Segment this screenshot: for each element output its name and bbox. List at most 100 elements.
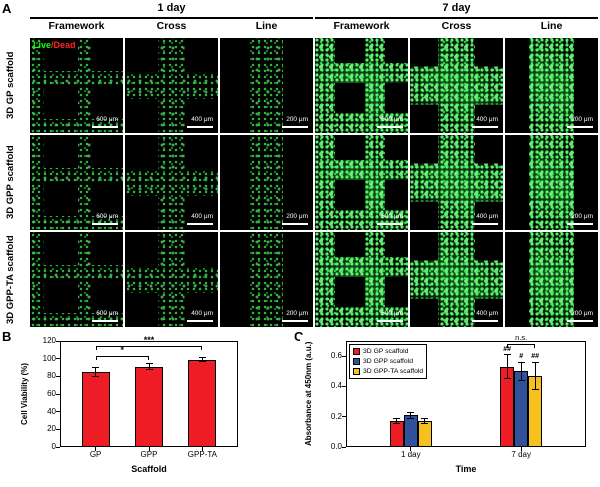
row-label-gpp: 3D GPP scaffold	[5, 145, 16, 220]
micrograph-texture	[410, 135, 503, 230]
micrograph-gpp-day1-framework: 600 μm	[30, 135, 123, 230]
y-tick-label: 0	[51, 442, 56, 451]
scale-bar	[92, 319, 118, 322]
micrograph-texture	[125, 232, 218, 327]
y-tick-label: 100	[42, 353, 56, 363]
bar-3D-GPP-scaffold-7-day	[514, 371, 529, 447]
micrograph-gp-day1-framework: Live/Dead 600 μm	[30, 38, 123, 133]
legend-item-0: 3D GP scaffold	[353, 347, 423, 356]
micrograph-texture	[30, 38, 123, 133]
x-tick-mark	[148, 447, 150, 451]
scale-bar-label: 400 μm	[191, 213, 213, 220]
scale-bar	[92, 222, 118, 225]
column-header-day1-line: Line	[255, 20, 278, 32]
scale-bar-label: 400 μm	[476, 213, 498, 220]
y-tick-label: 0.6	[330, 351, 342, 361]
y-tick-label: 0.0	[330, 442, 342, 451]
micrograph-gpp-ta-day7-framework: 600 μm	[315, 232, 408, 327]
bar-GPP	[135, 366, 163, 447]
micrograph-gpp-day7-framework: 600 μm	[315, 135, 408, 230]
legend-label: 3D GPP-TA scaffold	[363, 368, 424, 375]
scale-bar-label: 200 μm	[571, 310, 593, 317]
micrograph-gpp-day7-line: 200 μm	[505, 135, 598, 230]
column-header-day7-cross: Cross	[441, 20, 472, 32]
micrograph-texture	[315, 135, 408, 230]
micrograph-texture	[315, 232, 408, 327]
bar-3D-GP-scaffold-1-day	[389, 421, 404, 447]
scale-bar	[282, 125, 308, 128]
micrograph-texture	[410, 232, 503, 327]
live-dead-legend: Live/Dead	[33, 40, 76, 50]
micrograph-texture	[220, 232, 313, 327]
error-bar-cap	[421, 418, 429, 420]
error-bar-cap	[92, 375, 100, 377]
y-tick-mark	[342, 446, 346, 448]
error-bar	[95, 367, 97, 377]
significance-0-tick	[148, 356, 149, 361]
bar-GP	[81, 371, 110, 447]
legend-swatch	[353, 358, 360, 365]
scale-bar	[472, 222, 498, 225]
error-bar	[520, 362, 522, 381]
y-tick-mark	[56, 446, 60, 448]
row-label-gp: 3D GP scaffold	[5, 51, 16, 120]
cell-viability-chart: 0 20 40 60 80 100 120 Cell Viability (%) GP GPP GP…	[16, 335, 268, 485]
micrograph-texture	[505, 232, 598, 327]
scale-bar	[92, 125, 118, 128]
micrograph-gp-day7-framework: 600 μm	[315, 38, 408, 133]
y-tick-label: 0.2	[330, 411, 342, 421]
significance-1-line	[95, 346, 203, 348]
scale-bar	[472, 125, 498, 128]
error-bar	[201, 357, 203, 362]
error-bar-cap	[407, 411, 415, 413]
absorbance-chart: 0.0 0.2 0.4 0.6 Absorbance at 450nm (a.u.) 1 …	[300, 333, 598, 485]
error-bar	[506, 354, 508, 379]
x-tick-label-GP: GP	[89, 450, 102, 459]
x-tick-label-GPP-TA: GPP-TA	[187, 450, 217, 459]
panel-b-label: B	[2, 329, 12, 344]
x-axis-label: Time	[455, 464, 477, 474]
scale-bar	[282, 222, 308, 225]
ns-bracket-tick	[534, 344, 536, 349]
x-axis-label: Scaffold	[131, 464, 167, 474]
significance-0-label: *	[120, 345, 125, 356]
error-bar-cap	[393, 418, 401, 420]
y-tick-mark	[56, 375, 60, 377]
x-tick-mark	[410, 447, 412, 451]
scale-bar-label: 400 μm	[476, 310, 498, 317]
error-bar	[396, 418, 398, 424]
scale-bar-label: 600 μm	[381, 116, 403, 123]
micrograph-texture	[410, 38, 503, 133]
scale-bar	[187, 125, 213, 128]
error-bar-cap	[531, 388, 539, 390]
y-tick-mark	[56, 393, 60, 395]
scale-bar-label: 600 μm	[381, 310, 403, 317]
micrograph-gpp-ta-day1-line: 200 μm	[220, 232, 313, 327]
y-tick-mark	[342, 385, 346, 387]
day-group-7-label: 7 day	[442, 2, 471, 14]
scale-bar	[377, 125, 403, 128]
error-bar-cap	[503, 354, 511, 356]
column-header-day7-line: Line	[540, 20, 563, 32]
error-bar	[410, 412, 412, 419]
micrograph-texture	[220, 38, 313, 133]
plot-area	[346, 341, 586, 447]
significance-hash: #	[519, 353, 524, 361]
legend-swatch	[353, 368, 360, 375]
scale-bar	[187, 222, 213, 225]
micrograph-gpp-ta-day1-framework: 600 μm	[30, 232, 123, 327]
micrograph-gpp-ta-day1-cross: 400 μm	[125, 232, 218, 327]
error-bar	[148, 363, 150, 370]
scale-bar-label: 600 μm	[96, 116, 118, 123]
scale-bar-label: 600 μm	[381, 213, 403, 220]
y-tick-label: 120	[42, 336, 56, 345]
scale-bar	[282, 319, 308, 322]
micrograph-gp-day1-line: 200 μm	[220, 38, 313, 133]
micrograph-gp-day7-line: 200 μm	[505, 38, 598, 133]
scale-bar-label: 200 μm	[286, 116, 308, 123]
y-tick-mark	[56, 411, 60, 413]
day-group-7-day: 7 day	[315, 2, 598, 19]
scale-bar-label: 600 μm	[96, 310, 118, 317]
y-tick-mark	[342, 355, 346, 357]
